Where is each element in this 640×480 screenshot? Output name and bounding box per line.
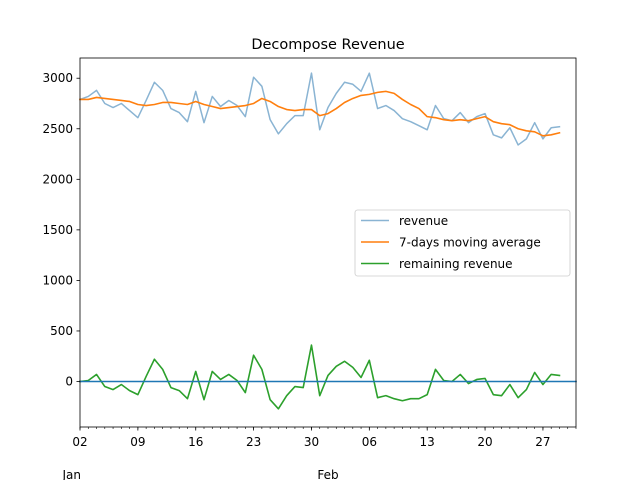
x-tick-label: 06 — [362, 435, 377, 449]
legend-box — [354, 209, 571, 277]
legend-label: remaining revenue — [399, 257, 513, 271]
x-tick-label: 13 — [420, 435, 435, 449]
x-tick-label: 16 — [188, 435, 203, 449]
axes-layer: 0 500 1000 1500 2000 2500 3000 02 09 16 23 30 06 13 20… — [42, 57, 577, 480]
legend-label: revenue — [399, 214, 448, 228]
month-label: Feb — [317, 468, 338, 480]
series-line-0 — [79, 72, 561, 146]
series-line-2 — [79, 344, 561, 410]
x-tick-label: 20 — [477, 435, 492, 449]
legend: revenue 7-days moving average remaining re… — [354, 209, 571, 277]
x-tick-label: 02 — [72, 435, 87, 449]
chart-title: Decompose Revenue — [251, 37, 404, 53]
y-tick-label: 2500 — [42, 122, 73, 136]
x-tick-label: 30 — [304, 435, 319, 449]
month-label: Jan — [61, 468, 81, 480]
legend-label: 7-days moving average — [399, 236, 541, 250]
y-tick-label: 2000 — [42, 172, 73, 186]
x-tick-label: 23 — [246, 435, 261, 449]
x-tick-label: 09 — [130, 435, 145, 449]
y-tick-label: 500 — [50, 324, 73, 338]
y-tick-label: 1500 — [42, 223, 73, 237]
series-layer — [79, 72, 577, 410]
y-tick-label: 1000 — [42, 273, 73, 287]
x-tick-label: 27 — [535, 435, 550, 449]
series-line-1 — [79, 90, 561, 137]
y-tick-label: 3000 — [42, 71, 73, 85]
y-tick-label: 0 — [65, 375, 73, 389]
